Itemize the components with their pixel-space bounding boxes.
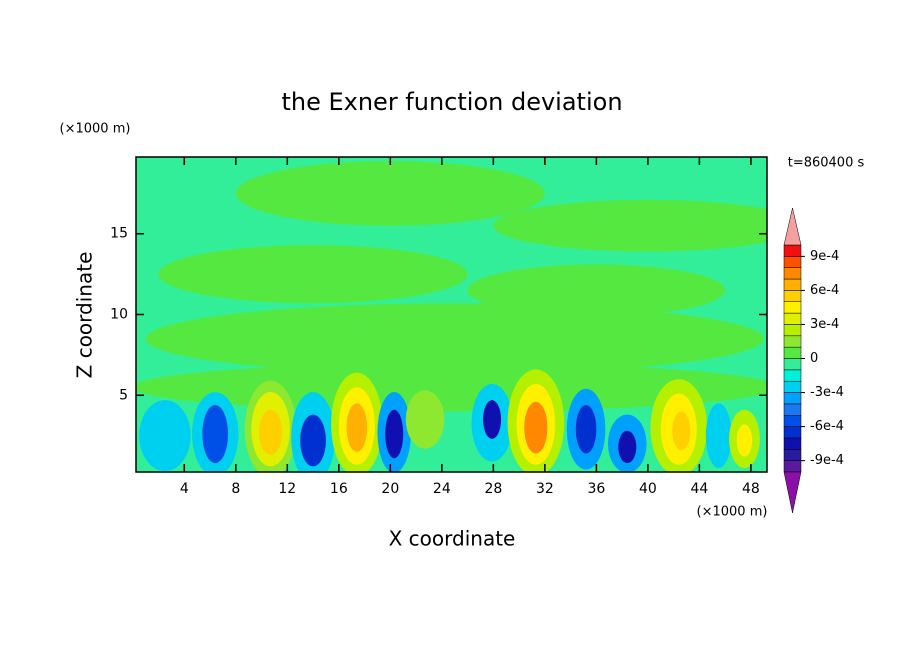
colorbar-band — [783, 358, 802, 371]
anomaly — [385, 409, 404, 459]
anomaly — [258, 409, 283, 456]
colorbar: 9e-4 6e-4 3e-4 0 -3e-4 -6e-4 -9e-4 — [783, 207, 844, 514]
x-tick-label: 28 — [484, 481, 502, 497]
colorbar-band — [783, 403, 802, 416]
anomaly — [145, 303, 764, 375]
colorbar-band — [783, 301, 802, 314]
x-tick-label: 48 — [742, 481, 760, 497]
anomaly — [300, 414, 326, 467]
colorbar-band — [783, 278, 802, 291]
colorbar-band — [783, 324, 802, 337]
anomaly — [493, 199, 767, 252]
x-tick-label: 4 — [180, 481, 189, 497]
contour-field — [136, 161, 767, 472]
anomaly — [139, 400, 191, 472]
colorbar-band — [783, 346, 802, 359]
colorbar-tick-label: -9e-4 — [810, 453, 844, 468]
anomaly — [736, 424, 753, 457]
anomaly — [672, 411, 691, 451]
x-axis-label: X coordinate — [389, 527, 516, 551]
colorbar-band — [783, 380, 802, 393]
colorbar-band — [783, 256, 802, 268]
anomaly — [705, 403, 732, 468]
x-tick-label: 40 — [639, 481, 657, 497]
colorbar-band — [783, 312, 802, 325]
anomaly — [467, 264, 726, 317]
colorbar-tick-label: 9e-4 — [810, 249, 839, 264]
time-annotation: t=860400 s — [788, 156, 865, 171]
colorbar-band — [783, 369, 802, 382]
anomaly — [483, 400, 502, 439]
anomaly — [405, 390, 445, 449]
colorbar-band — [783, 290, 802, 302]
colorbar-band — [783, 415, 802, 427]
anomaly — [235, 161, 545, 226]
y-axis-label: Z coordinate — [73, 252, 97, 379]
y-tick-label: 15 — [110, 226, 128, 242]
colorbar-tick-label: 0 — [810, 351, 818, 366]
y-tick-label: 10 — [110, 307, 128, 323]
x-tick-label: 32 — [536, 481, 554, 497]
anomaly — [202, 404, 229, 464]
x-unit: (×1000 m) — [697, 505, 768, 520]
x-tick-label: 44 — [690, 481, 708, 497]
colorbar-band — [783, 449, 802, 461]
x-tick-label: 20 — [381, 481, 399, 497]
anomaly — [524, 401, 548, 454]
anomaly — [136, 362, 767, 412]
chart-title: the Exner function deviation — [281, 88, 622, 116]
anomaly — [346, 403, 368, 452]
y-unit: (×1000 m) — [60, 122, 131, 137]
x-tick-label: 36 — [587, 481, 605, 497]
anomaly — [575, 404, 597, 454]
colorbar-band — [783, 392, 802, 405]
colorbar-band — [783, 335, 802, 348]
colorbar-tick-label: 6e-4 — [810, 283, 839, 298]
y-tick-label: 5 — [119, 387, 128, 403]
colorbar-band — [783, 460, 802, 473]
colorbar-tick-label: 3e-4 — [810, 317, 839, 332]
anomaly — [158, 245, 468, 304]
colorbar-band — [783, 426, 802, 439]
colorbar-band — [783, 244, 802, 257]
colorbar-band — [783, 267, 802, 280]
colorbar-tick-label: -3e-4 — [810, 385, 844, 400]
colorbar-under — [783, 471, 802, 514]
anomaly — [618, 430, 637, 464]
x-tick-label: 8 — [231, 481, 240, 497]
x-tick-label: 24 — [433, 481, 451, 497]
colorbar-tick-label: -6e-4 — [810, 419, 844, 434]
x-tick-label: 16 — [330, 481, 348, 497]
x-tick-label: 12 — [278, 481, 296, 497]
colorbar-band — [783, 437, 802, 450]
colorbar-over — [783, 207, 802, 246]
